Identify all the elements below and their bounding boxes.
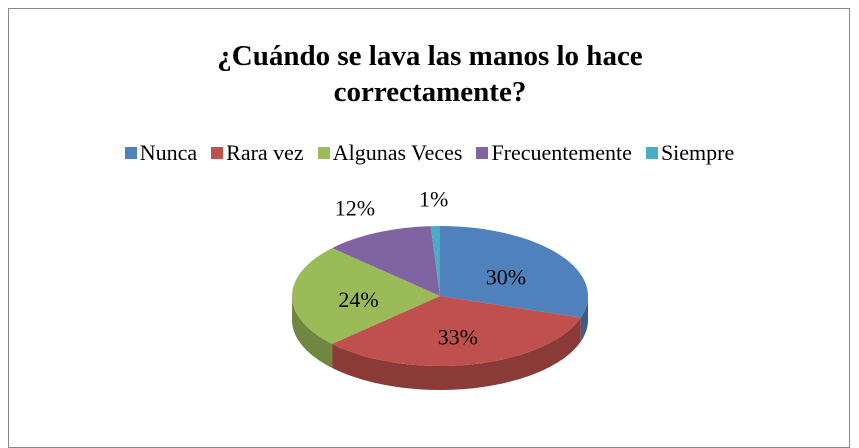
legend-item: Rara vez: [211, 140, 304, 166]
data-label: 33%: [438, 325, 478, 350]
chart: 30% 33% 24% 12% 1%: [291, 187, 589, 390]
legend: Nunca Rara vez Algunas Veces Frecuentemente…: [0, 140, 859, 166]
slice: [332, 296, 581, 366]
legend-item: Frecuentemente: [476, 140, 632, 166]
legend-label: Nunca: [139, 140, 198, 165]
legend-label: Siempre: [660, 140, 735, 165]
slice: [440, 226, 589, 318]
data-label: 24%: [338, 287, 378, 312]
legend-item: Siempre: [645, 140, 735, 166]
legend-item: Nunca: [124, 140, 198, 166]
legend-swatch: [124, 147, 137, 159]
legend-swatch: [645, 147, 658, 159]
chart-title: ¿Cuándo se lava las manos lo hace correc…: [217, 40, 643, 108]
legend-label: Frecuentemente: [491, 140, 632, 165]
slice-side: [580, 296, 588, 342]
legend-label: Rara vez: [226, 140, 304, 165]
legend-label: Algunas Veces: [332, 140, 463, 165]
legend-swatch: [476, 147, 489, 159]
slice: [291, 248, 440, 344]
legend-swatch: [211, 147, 224, 159]
slice: [430, 226, 440, 296]
slice: [332, 226, 440, 296]
slice-side: [292, 296, 333, 368]
data-label: 12%: [335, 196, 375, 221]
slice-side: [332, 317, 581, 390]
legend-item: Algunas Veces: [317, 140, 463, 166]
data-label: 30%: [486, 264, 526, 289]
data-label: 1%: [419, 187, 448, 212]
legend-swatch: [317, 147, 330, 159]
page: ¿Cuándo se lava las manos lo hace correc…: [0, 8, 859, 448]
